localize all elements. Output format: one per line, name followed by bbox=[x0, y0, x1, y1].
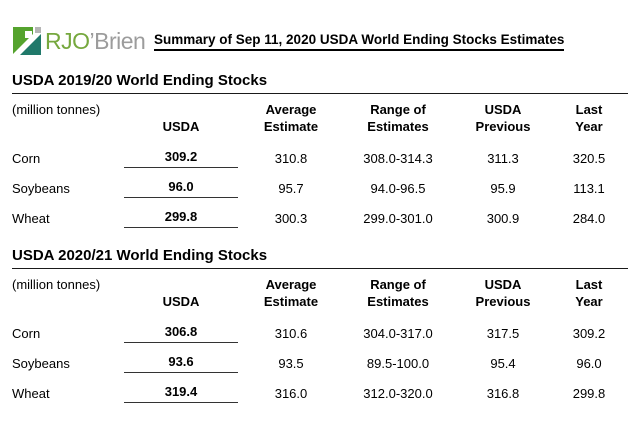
usda-previous: 95.4 bbox=[490, 355, 516, 371]
table-row: Corn 306.8 310.6 304.0-317.0 317.5 309.2 bbox=[12, 318, 628, 348]
column-header-last-year: Last Year bbox=[575, 277, 603, 309]
logo-flag-icon bbox=[13, 27, 41, 55]
table-row: Wheat 319.4 316.0 312.0-320.0 316.8 299.… bbox=[12, 378, 628, 408]
usda-estimate: 309.2 bbox=[124, 149, 238, 168]
usda-estimate: 319.4 bbox=[124, 384, 238, 403]
usda-estimate: 93.6 bbox=[124, 354, 238, 373]
last-year: 320.5 bbox=[572, 150, 606, 166]
usda-estimate-cell: 93.6 bbox=[120, 354, 242, 373]
commodity-label: Corn bbox=[12, 150, 41, 166]
table-row: Soybeans 93.6 93.5 89.5-100.0 95.4 96.0 bbox=[12, 348, 628, 378]
commodity-label: Soybeans bbox=[12, 180, 70, 196]
range-of-estimates: 94.0-96.5 bbox=[370, 180, 426, 196]
range-of-estimates: 312.0-320.0 bbox=[363, 385, 433, 401]
last-year: 284.0 bbox=[572, 210, 606, 226]
usda-previous: 311.3 bbox=[487, 150, 519, 166]
usda-estimate-cell: 319.4 bbox=[120, 384, 242, 403]
brand-logo: RJO’Brien bbox=[12, 26, 146, 56]
page-title: Summary of Sep 11, 2020 USDA World Endin… bbox=[154, 32, 565, 51]
last-year: 299.8 bbox=[572, 385, 606, 401]
commodity-label: Corn bbox=[12, 325, 41, 341]
average-estimate: 316.0 bbox=[274, 385, 308, 401]
usda-previous: 95.9 bbox=[490, 180, 516, 196]
average-estimate: 310.6 bbox=[274, 325, 308, 341]
column-header-range-of-estimates: Range of Estimates bbox=[367, 102, 429, 134]
usda-estimate-cell: 309.2 bbox=[120, 149, 242, 168]
column-header-range-of-estimates: Range of Estimates bbox=[367, 277, 429, 309]
usda-estimate: 299.8 bbox=[124, 209, 238, 228]
usda-estimate: 306.8 bbox=[124, 324, 238, 343]
brand-text-rjo: RJO bbox=[45, 27, 90, 54]
average-estimate: 95.7 bbox=[278, 180, 304, 196]
average-estimate: 300.3 bbox=[274, 210, 308, 226]
table-row: Soybeans 96.0 95.7 94.0-96.5 95.9 113.1 bbox=[12, 173, 628, 203]
range-of-estimates: 89.5-100.0 bbox=[366, 355, 430, 371]
last-year: 309.2 bbox=[572, 325, 606, 341]
usda-estimate: 96.0 bbox=[124, 179, 238, 198]
last-year: 96.0 bbox=[576, 355, 602, 371]
table-row: Wheat 299.8 300.3 299.0-301.0 300.9 284.… bbox=[12, 203, 628, 233]
range-of-estimates: 299.0-301.0 bbox=[363, 210, 433, 226]
usda-previous: 316.8 bbox=[486, 385, 520, 401]
column-header-average-estimate: Average Estimate bbox=[263, 102, 319, 134]
column-header-last-year: Last Year bbox=[575, 102, 603, 134]
commodity-label: Wheat bbox=[12, 385, 50, 401]
column-header-average-estimate: Average Estimate bbox=[263, 277, 319, 309]
section-2020-21: USDA 2020/21 World Ending Stocks (millio… bbox=[12, 247, 628, 408]
brand-wordmark: RJO’Brien bbox=[45, 27, 146, 55]
column-headers: (million tonnes) USDA Average Estimate R… bbox=[12, 276, 628, 310]
usda-estimate-cell: 299.8 bbox=[120, 209, 242, 228]
average-estimate: 310.8 bbox=[274, 150, 308, 166]
section-heading: USDA 2019/20 World Ending Stocks bbox=[12, 72, 628, 94]
column-headers: (million tonnes) USDA Average Estimate R… bbox=[12, 101, 628, 135]
usda-previous: 300.9 bbox=[486, 210, 520, 226]
average-estimate: 93.5 bbox=[278, 355, 304, 371]
range-of-estimates: 304.0-317.0 bbox=[363, 325, 433, 341]
usda-estimate-cell: 96.0 bbox=[120, 179, 242, 198]
report-page: RJO’Brien Summary of Sep 11, 2020 USDA W… bbox=[12, 24, 628, 408]
column-header-usda: USDA bbox=[162, 119, 200, 134]
usda-previous: 317.5 bbox=[486, 325, 520, 341]
unit-label: (million tonnes) bbox=[12, 277, 101, 292]
table-body: Corn 309.2 310.8 308.0-314.3 311.3 320.5… bbox=[12, 143, 628, 233]
section-2019-20: USDA 2019/20 World Ending Stocks (millio… bbox=[12, 72, 628, 233]
column-header-usda-previous: USDA Previous bbox=[475, 102, 531, 134]
unit-label: (million tonnes) bbox=[12, 102, 101, 117]
column-header-usda: USDA bbox=[162, 294, 200, 309]
section-heading: USDA 2020/21 World Ending Stocks bbox=[12, 247, 628, 269]
range-of-estimates: 308.0-314.3 bbox=[363, 150, 433, 166]
brand-text-obrien: ’Brien bbox=[89, 27, 146, 54]
table-row: Corn 309.2 310.8 308.0-314.3 311.3 320.5 bbox=[12, 143, 628, 173]
usda-estimate-cell: 306.8 bbox=[120, 324, 242, 343]
report-header: RJO’Brien Summary of Sep 11, 2020 USDA W… bbox=[12, 24, 628, 58]
column-header-usda-previous: USDA Previous bbox=[475, 277, 531, 309]
table-body: Corn 306.8 310.6 304.0-317.0 317.5 309.2… bbox=[12, 318, 628, 408]
commodity-label: Soybeans bbox=[12, 355, 70, 371]
last-year: 113.1 bbox=[573, 180, 605, 196]
commodity-label: Wheat bbox=[12, 210, 50, 226]
